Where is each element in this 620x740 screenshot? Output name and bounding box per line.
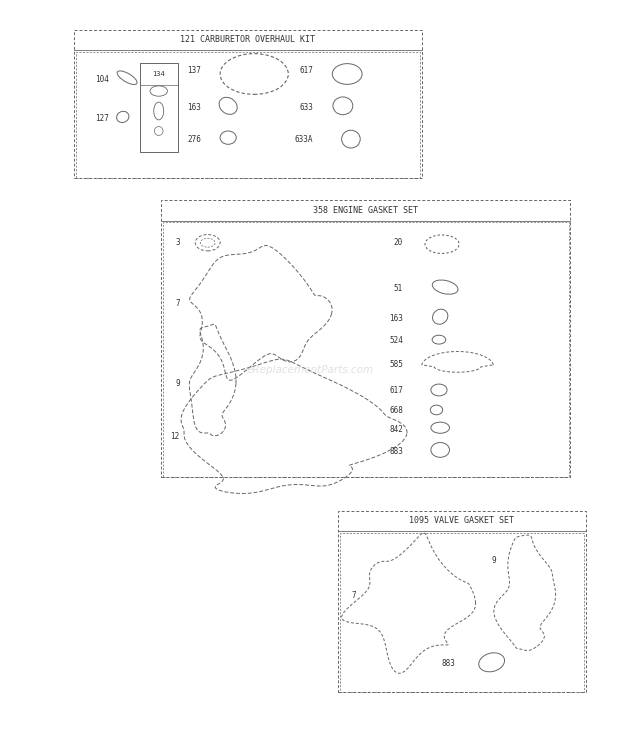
- Text: 883: 883: [389, 447, 403, 456]
- Bar: [163, 222, 569, 477]
- Text: 3: 3: [175, 238, 180, 247]
- Text: 668: 668: [389, 406, 403, 415]
- Text: 104: 104: [95, 75, 108, 84]
- Bar: [76, 52, 420, 178]
- Text: 633: 633: [299, 103, 313, 112]
- Text: 358 ENGINE GASKET SET: 358 ENGINE GASKET SET: [313, 206, 419, 215]
- Bar: [161, 200, 570, 477]
- Text: 617: 617: [299, 66, 313, 75]
- Text: 121 CARBURETOR OVERHAUL KIT: 121 CARBURETOR OVERHAUL KIT: [180, 36, 316, 44]
- Bar: [340, 533, 584, 692]
- Text: 617: 617: [389, 386, 403, 395]
- Text: 276: 276: [188, 135, 202, 144]
- Text: 9: 9: [492, 556, 496, 565]
- Text: 134: 134: [153, 71, 165, 77]
- Text: 842: 842: [389, 425, 403, 434]
- Text: eReplacementParts.com: eReplacementParts.com: [246, 365, 374, 375]
- Bar: [338, 511, 586, 692]
- Text: 7: 7: [175, 299, 180, 308]
- Text: 1095 VALVE GASKET SET: 1095 VALVE GASKET SET: [409, 517, 515, 525]
- Text: 585: 585: [389, 360, 403, 369]
- Text: 883: 883: [442, 659, 456, 668]
- Bar: [74, 30, 422, 178]
- Text: 51: 51: [394, 284, 403, 293]
- Text: 9: 9: [175, 379, 180, 388]
- Text: 137: 137: [188, 66, 202, 75]
- Text: 7: 7: [352, 591, 356, 600]
- Text: 163: 163: [188, 103, 202, 112]
- Text: 20: 20: [394, 238, 403, 247]
- Bar: [140, 63, 178, 152]
- Text: 633A: 633A: [294, 135, 313, 144]
- Text: 163: 163: [389, 314, 403, 323]
- Text: 127: 127: [95, 114, 108, 123]
- Text: 12: 12: [170, 432, 180, 441]
- Text: 524: 524: [389, 336, 403, 345]
